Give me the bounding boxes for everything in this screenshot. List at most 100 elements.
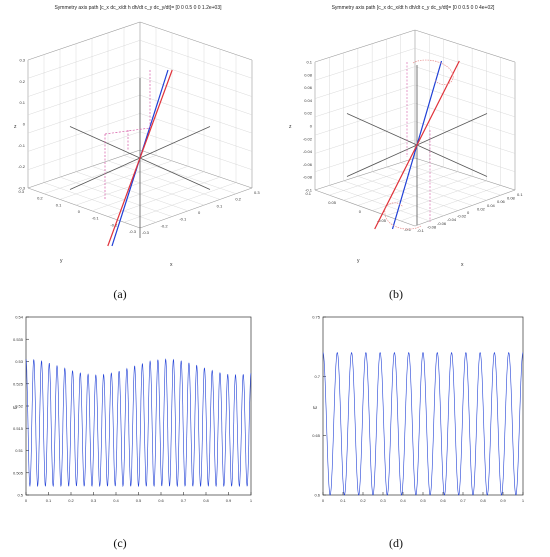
c-xtick-label: 0.9 <box>226 498 232 503</box>
chart-c-axes <box>25 316 252 496</box>
a-series-red <box>107 69 173 247</box>
c-ytick-label: 0.52 <box>15 404 24 409</box>
chart-d-ylabel: ω <box>313 405 317 411</box>
chart-a-title: Symmetry axis path [c_x dc_x/dt h dh/dt … <box>54 5 222 11</box>
chart-b-box <box>314 29 516 227</box>
b-box-edge <box>314 29 416 63</box>
a-xtick-label: 0.1 <box>217 203 223 208</box>
d-xtick-label: 0.3 <box>380 498 386 503</box>
b-ztick-label: 0.1 <box>306 60 312 65</box>
a-xtick-label: -0.2 <box>161 223 169 228</box>
c-xtick-label: 0.7 <box>181 498 187 503</box>
caption-d: (d) <box>389 536 403 550</box>
b-grid-line <box>414 84 516 118</box>
a-box-edge <box>139 187 253 229</box>
b-ytick-label: 0.1 <box>305 191 311 196</box>
b-ztick-label: -0.02 <box>303 136 313 141</box>
b-xtick-label: 0 <box>467 210 470 215</box>
a-ztick-label: 0.3 <box>19 58 25 63</box>
a-grid-line <box>27 40 141 79</box>
a-box-edge <box>27 187 141 229</box>
b-xtick-label: -0.06 <box>437 221 447 226</box>
c-ytick-label: 0.515 <box>13 426 24 431</box>
d-xtick-label: 0.9 <box>500 498 506 503</box>
chart-d-axes <box>322 316 524 496</box>
b-box-edge <box>414 29 516 63</box>
d-ytick-label: 0.7 <box>314 374 320 379</box>
chart-c-marks <box>25 358 252 488</box>
b-grid-line <box>314 84 416 118</box>
chart-a-zlabel: z <box>14 124 17 130</box>
b-floor-grid <box>343 180 444 216</box>
b-ytick-label: -0.1 <box>404 227 412 232</box>
b-floor-grid <box>357 171 458 206</box>
a-box-edge <box>27 149 141 189</box>
chart-a-svg: Symmetry axis path [c_x dc_x/dt h dh/dt … <box>14 5 260 268</box>
chart-d-svg: 0.750.70.650.60 0.1 0.2 0.3 0.4 0.5 0.6 0.7 0.8 0… <box>312 315 525 504</box>
b-xtick-label: 0.08 <box>507 196 516 201</box>
b-xtick-label: -0.1 <box>417 228 425 233</box>
c-xtick-label: 0.6 <box>158 498 164 503</box>
b-floor-grid <box>329 162 430 196</box>
a-ztick-label: -0.3 <box>18 186 26 191</box>
c-ytick-label: 0.535 <box>13 337 24 342</box>
a-floor-grid <box>59 176 173 217</box>
a-floor-grid <box>123 155 237 194</box>
chart-d-ticks: 0.750.70.650.60 0.1 0.2 0.3 0.4 0.5 0.6 0.7 0.8 0… <box>312 315 525 504</box>
a-floor-grid <box>123 182 237 223</box>
chart-b-title: Symmetry axis path [c_x dc_x/dt h dh/dt … <box>332 5 495 11</box>
chart-c: 0.54 0.535 0.53 0.525 0.52 0.515 0.51 0.505 0.5 0… <box>0 305 275 530</box>
a-ytick-label: 0.3 <box>18 189 24 194</box>
c-xtick-label: 0.4 <box>113 498 119 503</box>
a-floor-grid <box>75 166 189 206</box>
chart-c-svg: 0.540.5350.530.5250.520.5150.510.5050.50… <box>13 315 253 504</box>
d-xtick-label: 0.1 <box>340 498 346 503</box>
b-ztick-label: -0.1 <box>305 188 313 193</box>
c-xtick-label: 0.3 <box>91 498 97 503</box>
a-floor-grid <box>91 171 205 212</box>
d-xtick-label: 0 <box>322 498 325 503</box>
b-floor-grid <box>372 171 473 206</box>
c-xtick-label: 1 <box>250 498 253 503</box>
b-grid-line <box>314 48 416 81</box>
b-grid-line <box>314 121 416 154</box>
b-grid-line <box>314 66 416 99</box>
b-grid-line <box>414 66 516 99</box>
chart-a-ylabel: y <box>60 258 63 264</box>
c-xtick-label: 0.5 <box>136 498 142 503</box>
d-xtick-label: 0.5 <box>420 498 426 503</box>
a-floor-grid <box>107 160 221 200</box>
b-ztick-label: 0.06 <box>304 85 313 90</box>
b-box-edge <box>314 189 416 227</box>
b-xtick-label: 0.04 <box>487 203 496 208</box>
b-ytick-label: 0 <box>359 209 362 214</box>
chart-c-ticks: 0.540.5350.530.5250.520.5150.510.5050.50… <box>13 315 253 504</box>
b-top-loop <box>412 59 454 85</box>
chart-b: Symmetry axis path [c_x dc_x/dt h dh/dt … <box>275 0 550 280</box>
chart-c-ylabel: ω <box>13 405 17 411</box>
a-xtick-label: -0.3 <box>142 230 150 235</box>
b-ztick-label: 0.04 <box>304 98 313 103</box>
a-grid-line <box>27 131 141 170</box>
caption-c: (c) <box>113 536 127 550</box>
b-grid-line <box>414 121 516 154</box>
b-grid-line <box>414 102 516 136</box>
a-floor-grid <box>75 171 189 212</box>
d-ytick-label: 0.6 <box>314 493 320 498</box>
a-grid-line <box>27 76 141 116</box>
d-xtick-label: 0.8 <box>480 498 486 503</box>
caption-a: (a) <box>113 287 127 301</box>
a-grid-line <box>27 58 141 97</box>
b-floor-grid <box>343 166 444 201</box>
chart-b-zlabel: z <box>289 124 292 130</box>
b-ztick-label: -0.06 <box>303 162 313 167</box>
c-ytick-label: 0.525 <box>13 381 24 386</box>
b-ztick-label: 0.02 <box>304 111 313 116</box>
b-ytick-label: 0.05 <box>328 200 337 205</box>
b-xtick-label: -0.04 <box>447 217 457 222</box>
b-ztick-label: 0 <box>310 124 313 129</box>
b-floor-grid <box>400 185 501 222</box>
a-grid-line <box>139 131 253 170</box>
c-ytick-label: 0.5 <box>17 493 23 498</box>
a-xtick-label: -0.1 <box>179 217 187 222</box>
